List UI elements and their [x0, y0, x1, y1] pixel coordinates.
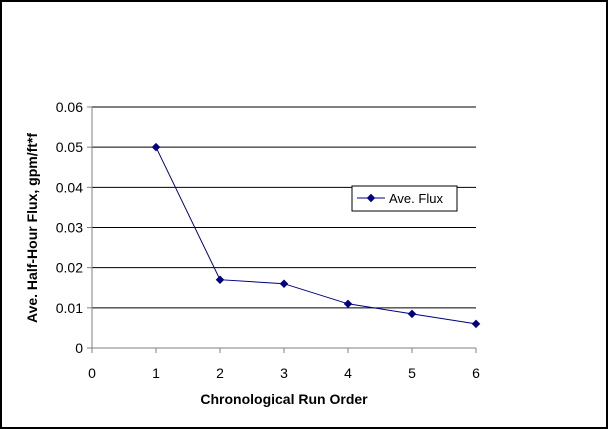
- y-tick-label: 0.05: [56, 139, 83, 155]
- y-axis-ticks: 0 0.01 0.02 0.03 0.04 0.05 0.06: [56, 99, 92, 356]
- legend-label: Ave. Flux: [389, 191, 443, 206]
- data-point: [279, 279, 289, 288]
- x-axis-title: Chronological Run Order: [200, 391, 368, 407]
- data-point: [343, 299, 353, 309]
- x-tick-label: 3: [280, 365, 288, 381]
- y-tick-label: 0.01: [56, 300, 83, 316]
- x-tick-label: 6: [472, 365, 480, 381]
- data-point: [215, 275, 225, 284]
- y-tick-label: 0.02: [56, 260, 83, 276]
- x-tick-label: 0: [88, 365, 96, 381]
- x-tick-label: 4: [344, 365, 352, 381]
- x-tick-label: 2: [216, 365, 224, 381]
- legend-marker: [366, 193, 376, 203]
- x-tick-label: 1: [152, 365, 160, 381]
- data-point: [407, 309, 417, 319]
- y-axis-title: Ave. Half-Hour Flux, gpm/ft*f: [24, 133, 40, 323]
- y-tick-label: 0.03: [56, 220, 83, 236]
- legend: Ave. Flux: [351, 185, 458, 212]
- x-tick-label: 5: [408, 365, 416, 381]
- y-tick-label: 0.06: [56, 99, 83, 115]
- x-axis-ticks: 0 1 2 3 4 5 6: [88, 348, 480, 381]
- y-tick-label: 0.04: [56, 179, 83, 195]
- y-tick-label: 0: [75, 340, 83, 356]
- data-point: [151, 142, 161, 152]
- series-group: [151, 142, 481, 329]
- series-line: [155, 146, 477, 325]
- data-point: [471, 319, 481, 329]
